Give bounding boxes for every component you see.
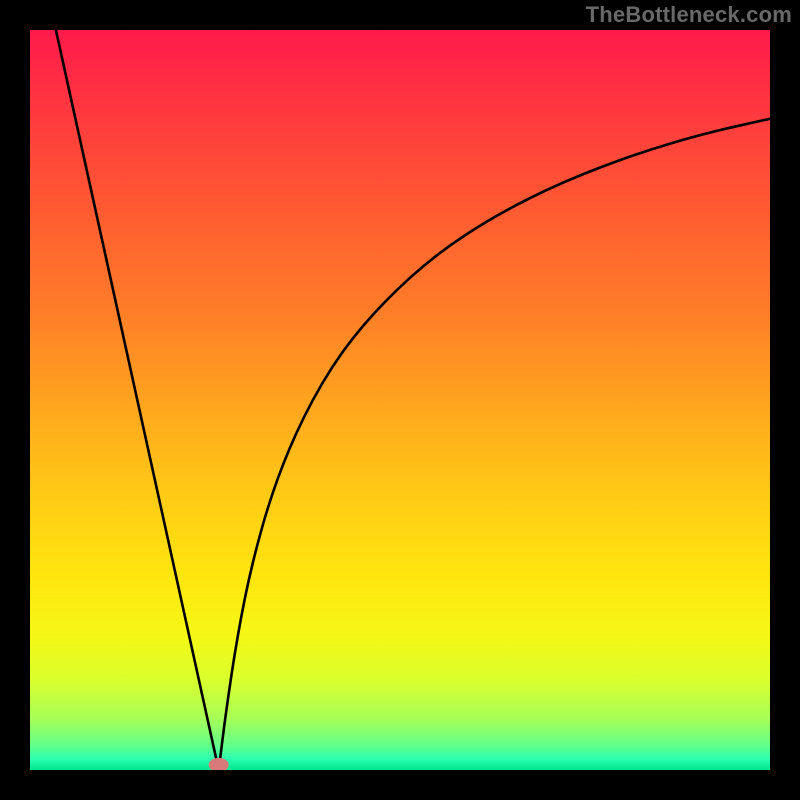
gradient-background	[30, 30, 770, 770]
plot-area	[30, 30, 770, 770]
watermark-label: TheBottleneck.com	[586, 2, 792, 28]
bottleneck-chart	[30, 30, 770, 770]
